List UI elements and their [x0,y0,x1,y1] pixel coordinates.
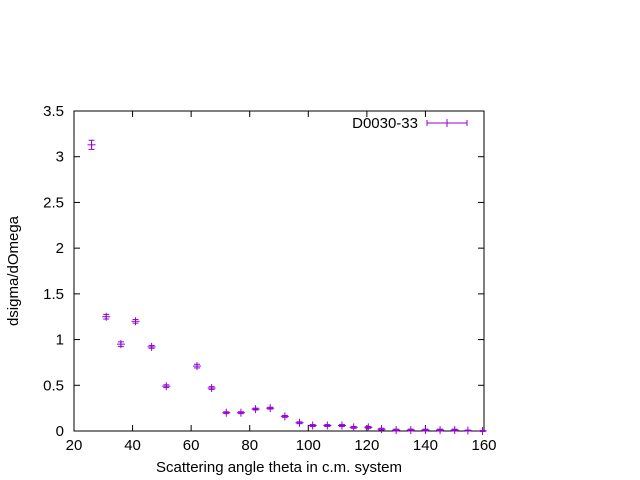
data-point [337,421,346,430]
legend-label: D0030-33 [352,115,418,132]
data-point [87,139,96,150]
data-point [478,427,487,435]
legend: D0030-33 [352,115,468,132]
data-point [295,418,304,427]
data-point [236,408,245,417]
x-tick-label: 100 [296,437,321,454]
x-tick-label: 160 [471,437,496,454]
y-tick-label: 3.5 [43,103,64,120]
data-point [207,384,216,393]
data-point [349,423,358,432]
x-tick-label: 140 [413,437,438,454]
data-point [421,426,430,435]
data-point [463,426,472,435]
data-point [364,423,373,432]
data-point [406,426,415,435]
x-tick-label: 120 [354,437,379,454]
y-tick-label: 1.5 [43,286,64,303]
x-axis-title: Scattering angle theta in c.m. system [156,459,402,476]
x-tick-label: 80 [241,437,258,454]
data-point [308,421,317,430]
x-axis: 20 40 60 80 100 120 140 160 [66,111,497,454]
y-axis: 0 0.5 1 1.5 2 2.5 3 3.5 [43,103,484,440]
y-tick-label: 0.5 [43,377,64,394]
y-tick-label: 1 [56,332,64,349]
data-point [222,408,231,417]
y-axis-title: dsigma/dOmega [5,215,22,326]
y-tick-label: 2 [56,240,64,257]
legend-sample [426,119,468,127]
data-point [280,412,289,421]
data-point [450,426,459,435]
data-point [392,426,401,435]
data-point [323,421,332,430]
data-point [116,340,125,349]
data-point [377,425,386,434]
x-tick-label: 20 [66,437,83,454]
data-point [193,362,201,371]
data-point [436,426,445,435]
y-tick-label: 2.5 [43,194,64,211]
data-series [87,139,487,435]
x-tick-label: 60 [183,437,200,454]
y-tick-label: 0 [56,423,64,440]
y-tick-label: 3 [56,149,64,166]
x-tick-label: 40 [124,437,141,454]
data-point [131,317,140,326]
data-point [162,382,171,391]
data-point [251,405,260,414]
data-point [102,312,111,321]
plot-frame [73,110,485,432]
data-point [147,342,156,351]
data-point [266,404,275,413]
